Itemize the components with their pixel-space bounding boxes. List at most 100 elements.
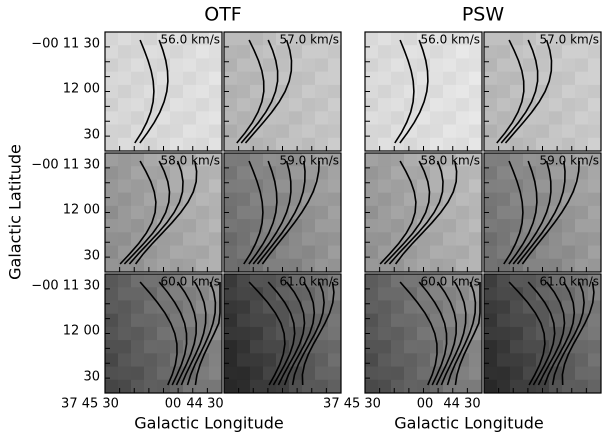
pixel: [484, 111, 498, 126]
pixel: [378, 153, 392, 167]
pixel: [183, 153, 197, 167]
velocity-label: 56.0 km/s: [421, 33, 480, 47]
pixel: [510, 84, 524, 99]
pixel: [328, 232, 342, 247]
pixel: [118, 287, 132, 301]
pixel: [315, 84, 329, 99]
pixel: [430, 111, 444, 126]
pixel: [536, 313, 550, 328]
pixel: [170, 71, 184, 86]
pixel: [328, 166, 342, 180]
pixel: [183, 137, 197, 152]
pixel: [144, 274, 158, 288]
pixel: [105, 258, 119, 273]
pixel: [588, 98, 602, 112]
pixel: [328, 258, 342, 273]
pixel: [443, 32, 457, 46]
pixel: [131, 124, 145, 139]
velocity-label: 60.0 km/s: [161, 275, 220, 289]
pixel: [469, 274, 483, 288]
pixel: [276, 124, 290, 139]
pixel: [209, 219, 223, 233]
pixel: [404, 326, 418, 341]
pixel: [250, 137, 264, 152]
pixel: [562, 219, 576, 233]
pixel: [224, 366, 238, 381]
pixel: [549, 137, 563, 152]
pixel: [588, 205, 602, 220]
pixel: [289, 326, 303, 341]
pixel: [497, 153, 511, 167]
pixel: [250, 205, 264, 220]
pixel: [315, 98, 329, 112]
pixel: [276, 258, 290, 273]
pixel: [118, 313, 132, 328]
pixel: [549, 326, 563, 341]
pixel: [131, 45, 145, 59]
pixel: [484, 98, 498, 112]
pixel: [391, 45, 405, 59]
pixel: [365, 153, 379, 167]
y-tick-label: 12 00: [63, 324, 100, 339]
pixel: [536, 98, 550, 112]
pixel: [536, 153, 550, 167]
pixel: [224, 58, 238, 73]
pixel: [417, 353, 431, 368]
pixel: [144, 98, 158, 112]
pixel: [263, 340, 277, 354]
pixel: [497, 166, 511, 180]
pixel: [328, 245, 342, 260]
pixel: [430, 98, 444, 112]
pixel: [562, 71, 576, 86]
contour: [180, 281, 207, 386]
pixel: [469, 166, 483, 180]
pixel: [289, 32, 303, 46]
pixel: [196, 192, 210, 207]
pixel: [157, 379, 171, 394]
pixel: [276, 313, 290, 328]
pixel: [157, 232, 171, 247]
pixel: [404, 84, 418, 99]
pixel: [170, 287, 184, 301]
pixel: [131, 379, 145, 394]
pixel: [105, 340, 119, 354]
pixel: [549, 258, 563, 273]
pixel: [549, 379, 563, 394]
pixel: [497, 219, 511, 233]
pixel: [157, 245, 171, 260]
pixel: [144, 379, 158, 394]
pixel: [365, 274, 379, 288]
pixel: [404, 245, 418, 260]
pixel: [365, 58, 379, 73]
channel-panel: [484, 274, 602, 394]
pixel: [170, 32, 184, 46]
pixel: [469, 137, 483, 152]
pixel: [237, 205, 251, 220]
pixel: [209, 98, 223, 112]
pixel: [588, 166, 602, 180]
pixel: [118, 379, 132, 394]
pixel: [315, 58, 329, 73]
pixel: [430, 205, 444, 220]
pixel: [289, 219, 303, 233]
pixel: [276, 245, 290, 260]
pixel: [170, 326, 184, 341]
pixel: [224, 124, 238, 139]
pixel: [315, 274, 329, 288]
pixel: [562, 258, 576, 273]
pixel: [196, 258, 210, 273]
pixel: [484, 274, 498, 288]
pixel: [250, 287, 264, 301]
pixel: [523, 45, 537, 59]
contour: [512, 160, 552, 265]
pixel: [209, 58, 223, 73]
contour: [186, 281, 217, 386]
pixel: [328, 58, 342, 73]
y-tick-label: 12 00: [63, 82, 100, 97]
y-tick-label: 12 00: [63, 203, 100, 218]
pixel: [209, 84, 223, 99]
pixel: [404, 58, 418, 73]
pixel: [118, 111, 132, 126]
pixel: [484, 232, 498, 247]
pixel: [417, 58, 431, 73]
